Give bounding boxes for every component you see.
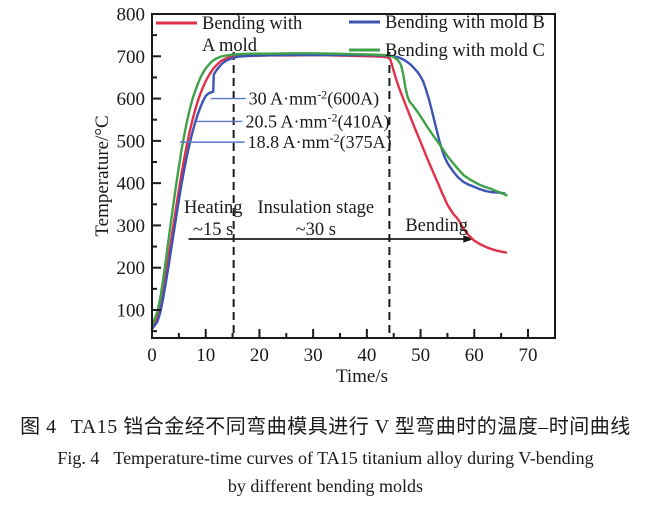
y-axis-label: Temperature/°C bbox=[92, 115, 113, 236]
caption-zh-fig-label: 图 4 bbox=[20, 416, 57, 438]
y-tick-label: 700 bbox=[117, 47, 146, 68]
y-tick-label: 500 bbox=[117, 131, 146, 152]
plot-frame bbox=[151, 13, 556, 339]
annotation-current-density-2: 18.8 A·mm-2(375A) bbox=[248, 131, 392, 153]
stage-label-1-line2: ~30 s bbox=[296, 220, 336, 240]
caption-zh-text: TA15 铛合金经不同弯曲模具进行 V 型弯曲时的温度–时间曲线 bbox=[70, 416, 631, 438]
x-axis-label: Time/s bbox=[336, 366, 388, 387]
x-tick-label: 40 bbox=[357, 345, 376, 366]
annotation-current-density-0: 30 A·mm-2(600A) bbox=[249, 88, 380, 110]
x-tick-label: 60 bbox=[465, 345, 484, 366]
x-tick-label: 70 bbox=[519, 345, 538, 366]
legend-label-bending-with-a-mold: A mold bbox=[202, 36, 258, 56]
legend-label-bending-with-mold-b: Bending with mold B bbox=[385, 13, 545, 33]
curve-bending-with-mold-b bbox=[150, 53, 506, 331]
y-tick-label: 600 bbox=[117, 89, 146, 110]
y-tick-label: 800 bbox=[117, 5, 146, 26]
stage-label-0-line2: ~15 s bbox=[193, 220, 233, 240]
x-tick-label: 30 bbox=[304, 345, 323, 366]
caption-chinese: 图 4 TA15 铛合金经不同弯曲模具进行 V 型弯曲时的温度–时间曲线 bbox=[0, 410, 651, 439]
stage-label-0-line1: Heating bbox=[184, 198, 243, 218]
y-tick-label: 300 bbox=[117, 216, 146, 237]
y-tick-label: 200 bbox=[117, 258, 146, 279]
bending-stage-arrowhead bbox=[463, 235, 475, 243]
temperature-time-chart: 100 200 300 400 500 600 700 800 0 10 20 30 40 50 60 70 T… bbox=[92, 5, 556, 387]
stage-label-1-line1: Insulation stage bbox=[258, 198, 375, 218]
caption-en-text: Temperature-time curves of TA15 titanium… bbox=[113, 448, 594, 468]
caption-english-line2: by different bending molds bbox=[227, 476, 424, 496]
legend-label-bending-with-a-mold: Bending with bbox=[202, 14, 302, 34]
legend-label-bending-with-mold-c: Bending with mold C bbox=[385, 41, 545, 61]
caption-english-line1: Fig. 4 Temperature-time curves of TA15 ti… bbox=[0, 448, 651, 469]
y-tick-label: 100 bbox=[117, 301, 146, 322]
x-tick-label: 0 bbox=[147, 345, 157, 366]
x-tick-label: 50 bbox=[411, 345, 430, 366]
annotation-current-density-1: 20.5 A·mm-2(410A) bbox=[245, 110, 389, 132]
x-tick-label: 10 bbox=[196, 345, 215, 366]
y-tick-label: 400 bbox=[117, 174, 146, 195]
caption-en-fig-label: Fig. 4 bbox=[57, 448, 100, 468]
x-tick-label: 20 bbox=[250, 345, 269, 366]
stage-label-2: Bending bbox=[405, 216, 468, 236]
